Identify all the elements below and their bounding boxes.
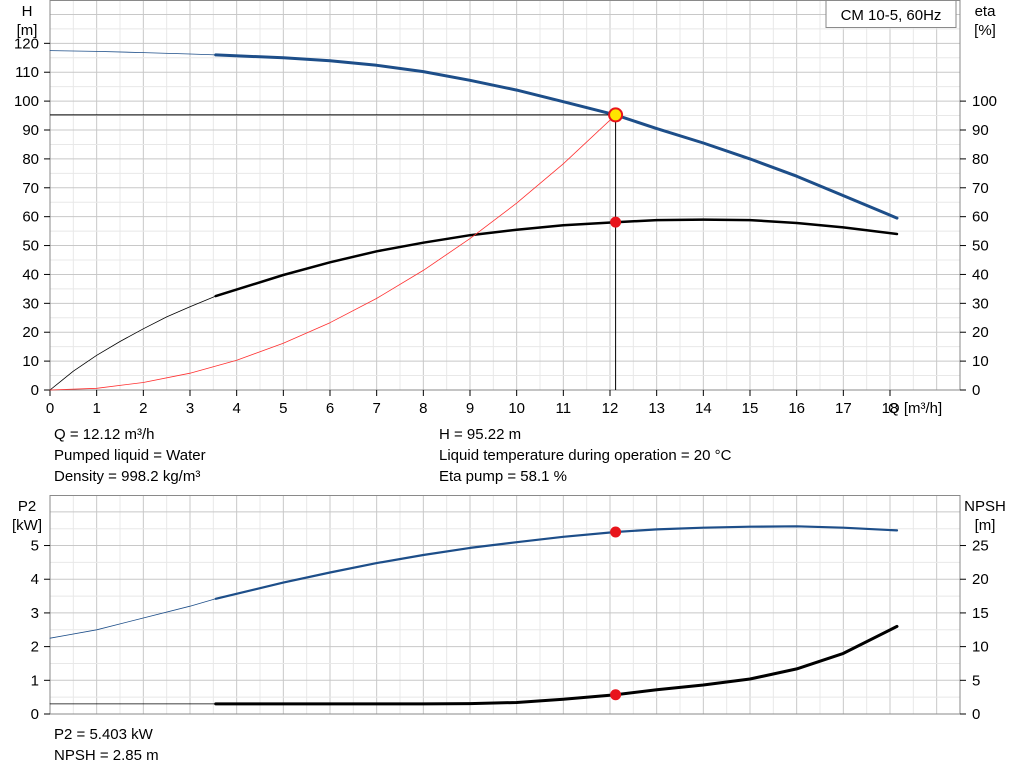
top-y-tick-left: 20 bbox=[22, 324, 39, 341]
npsh-readout: NPSH = 2.85 m bbox=[54, 747, 159, 764]
bottom-y-tick-right: 0 bbox=[972, 706, 980, 723]
x-tick-label: 9 bbox=[466, 400, 474, 417]
info-left: Q = 12.12 m³/h Pumped liquid = Water Den… bbox=[54, 424, 206, 487]
bottom-y-tick-left: 1 bbox=[31, 672, 39, 689]
top-y-tick-left: 30 bbox=[22, 295, 39, 312]
efficiency-duty-point bbox=[610, 216, 622, 228]
bottom-y-tick-left: 3 bbox=[31, 605, 39, 622]
bottom-y-tick-left: 0 bbox=[31, 706, 39, 723]
power-curve-extension bbox=[49, 598, 217, 639]
top-y-tick-right: 20 bbox=[972, 324, 989, 341]
bottom-y-axis-label-left: P2 bbox=[18, 498, 36, 515]
legend-box bbox=[825, 0, 957, 28]
x-tick-label: 15 bbox=[742, 400, 759, 417]
x-tick-label: 3 bbox=[186, 400, 194, 417]
bottom-y-tick-right: 10 bbox=[972, 639, 989, 656]
bottom-y-tick-right: 20 bbox=[972, 571, 989, 588]
temperature-readout: Liquid temperature during operation = 20… bbox=[439, 447, 732, 464]
bottom-y-tick-left: 5 bbox=[31, 538, 39, 555]
bottom-y-axis-unit-right: [m] bbox=[975, 517, 996, 534]
info-bottom: P2 = 5.403 kW NPSH = 2.85 m bbox=[54, 724, 159, 766]
flow-readout: Q = 12.12 m³/h bbox=[54, 426, 155, 443]
top-y-tick-right: 90 bbox=[972, 122, 989, 139]
x-tick-label: 10 bbox=[508, 400, 525, 417]
efficiency-curve bbox=[214, 218, 899, 298]
bottom-y-tick-left: 2 bbox=[31, 639, 39, 656]
top-y-tick-left: 80 bbox=[22, 151, 39, 168]
bottom-plot-frame bbox=[49, 495, 961, 715]
power-curve bbox=[214, 525, 899, 600]
top-y-tick-left: 0 bbox=[31, 382, 39, 399]
x-tick-label: 12 bbox=[602, 400, 619, 417]
x-tick-label: 1 bbox=[92, 400, 100, 417]
head-readout: H = 95.22 m bbox=[439, 426, 522, 443]
top-y-tick-left: 70 bbox=[22, 180, 39, 197]
top-y-tick-right: 10 bbox=[972, 353, 989, 370]
eta-readout: Eta pump = 58.1 % bbox=[439, 468, 567, 485]
top-y-tick-left: 40 bbox=[22, 266, 39, 283]
x-tick-label: 4 bbox=[232, 400, 240, 417]
top-plot-frame bbox=[49, 0, 961, 391]
system-curve bbox=[49, 114, 616, 391]
bottom-y-axis-label-right: NPSH bbox=[964, 498, 1006, 515]
top-y-tick-right: 40 bbox=[972, 266, 989, 283]
top-y-tick-right: 60 bbox=[972, 209, 989, 226]
top-y-tick-right: 30 bbox=[972, 295, 989, 312]
top-y-tick-left: 100 bbox=[14, 93, 39, 110]
npsh-curve bbox=[214, 624, 899, 706]
x-tick-label: 6 bbox=[326, 400, 334, 417]
x-tick-label: 13 bbox=[648, 400, 665, 417]
bottom-y-tick-left: 4 bbox=[31, 571, 39, 588]
top-y-tick-left: 110 bbox=[15, 64, 39, 81]
bottom-y-tick-right: 15 bbox=[972, 605, 989, 622]
bottom-y-axis-unit-left: [kW] bbox=[12, 517, 42, 534]
top-y-tick-right: 100 bbox=[972, 93, 997, 110]
efficiency-curve-extension bbox=[49, 295, 217, 391]
head-curve-extension bbox=[49, 50, 217, 56]
top-y-tick-right: 50 bbox=[972, 238, 989, 255]
top-y-tick-left: 50 bbox=[22, 238, 39, 255]
power-duty-point bbox=[610, 526, 622, 538]
x-tick-label: 8 bbox=[419, 400, 427, 417]
legend-label: CM 10-5, 60Hz bbox=[841, 7, 942, 24]
top-y-axis-label-left: H bbox=[22, 3, 33, 20]
p2-readout: P2 = 5.403 kW bbox=[54, 726, 153, 743]
bottom-y-tick-right: 25 bbox=[972, 538, 989, 555]
density-readout: Density = 998.2 kg/m³ bbox=[54, 468, 201, 485]
info-right: H = 95.22 m Liquid temperature during op… bbox=[439, 424, 731, 487]
top-y-tick-right: 70 bbox=[972, 180, 989, 197]
npsh-duty-point bbox=[610, 689, 622, 701]
x-tick-label: 16 bbox=[788, 400, 805, 417]
top-y-tick-left: 90 bbox=[22, 122, 39, 139]
pumped-liquid-readout: Pumped liquid = Water bbox=[54, 447, 206, 464]
x-tick-label: 2 bbox=[139, 400, 147, 417]
head-duty-point bbox=[608, 107, 624, 123]
head-curve bbox=[214, 53, 899, 220]
top-y-axis-unit-left: [m] bbox=[17, 22, 38, 39]
x-tick-label: 17 bbox=[835, 400, 852, 417]
x-tick-label: 5 bbox=[279, 400, 287, 417]
top-y-axis-label-right: eta bbox=[975, 3, 997, 20]
top-y-tick-left: 10 bbox=[22, 353, 39, 370]
top-y-tick-left: 120 bbox=[14, 35, 39, 52]
x-tick-label: 7 bbox=[372, 400, 380, 417]
x-tick-label: 18 bbox=[882, 400, 899, 417]
x-tick-label: 0 bbox=[46, 400, 54, 417]
x-axis-label: Q [m³/h] bbox=[888, 400, 942, 417]
top-y-tick-right: 0 bbox=[972, 382, 980, 399]
top-y-tick-left: 60 bbox=[22, 209, 39, 226]
top-y-tick-right: 80 bbox=[972, 151, 989, 168]
x-tick-label: 14 bbox=[695, 400, 712, 417]
top-y-axis-unit-right: [%] bbox=[974, 22, 996, 39]
x-tick-label: 11 bbox=[556, 400, 572, 417]
bottom-y-tick-right: 5 bbox=[972, 672, 980, 689]
